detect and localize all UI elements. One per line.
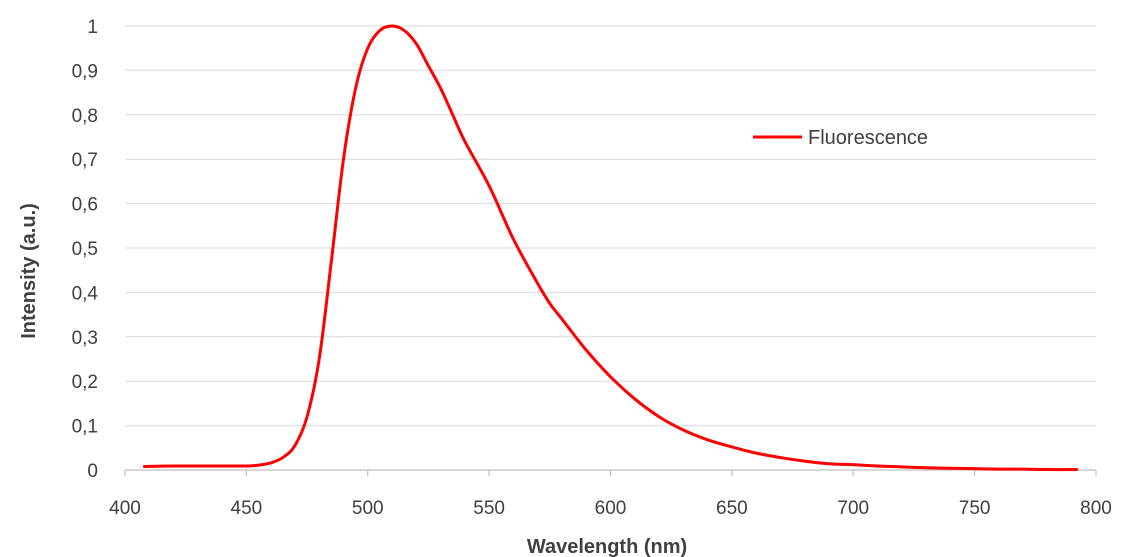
- y-tick-label: 0,3: [72, 328, 98, 349]
- y-axis-ticks: 0 0,1 0,2 0,3 0,4 0,5 0,6 0,7 0,8 0,9 1: [72, 17, 99, 482]
- x-tick-label: 700: [837, 498, 869, 519]
- x-tick-label: 550: [473, 498, 505, 519]
- x-tick-label: 800: [1080, 498, 1112, 519]
- series-group: [142, 24, 1079, 472]
- y-tick-label: 0: [87, 461, 98, 482]
- y-tick-label: 0,4: [72, 283, 99, 304]
- legend-label-fluorescence: Fluorescence: [808, 127, 928, 149]
- y-tick-label: 0,9: [72, 61, 98, 82]
- y-tick-label: 0,6: [72, 195, 98, 216]
- y-tick-label: 0,1: [72, 417, 98, 438]
- x-axis-title: Wavelength (nm): [527, 536, 687, 557]
- gridlines: [125, 25, 1096, 427]
- x-tick-label: 450: [231, 498, 263, 519]
- y-tick-label: 0,5: [72, 239, 98, 260]
- x-tick-label: 750: [959, 498, 991, 519]
- y-tick-label: 1: [87, 17, 98, 38]
- y-tick-label: 0,2: [72, 372, 98, 393]
- y-axis-title: Intensity (a.u.): [18, 203, 40, 339]
- x-tick-label: 650: [716, 498, 748, 519]
- x-tick-label: 500: [352, 498, 384, 519]
- x-tick-label: 400: [109, 498, 141, 519]
- series-line-fluorescence: [142, 24, 1079, 472]
- legend: Fluorescence: [753, 127, 928, 149]
- x-tick-label: 600: [595, 498, 627, 519]
- y-tick-label: 0,7: [72, 150, 98, 171]
- y-tick-label: 0,8: [72, 106, 98, 127]
- x-axis-ticks: 400 450 500 550 600 650 700 750 800: [109, 470, 1112, 519]
